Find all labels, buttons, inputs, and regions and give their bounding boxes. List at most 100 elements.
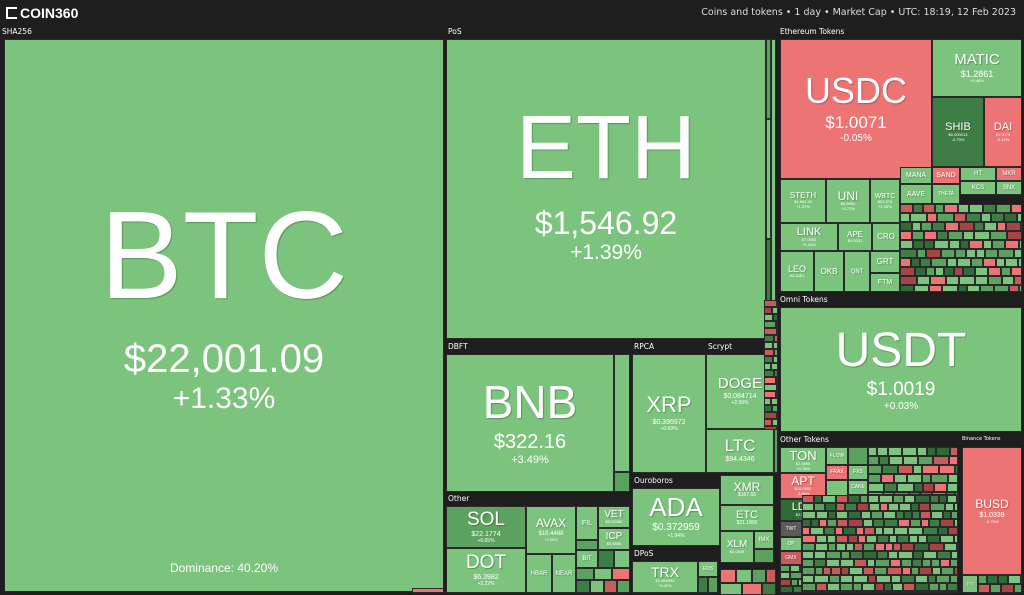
coin-tile-tiny[interactable] (863, 519, 873, 527)
coin-tile-tiny[interactable] (959, 276, 975, 285)
coin-tile-tiny[interactable] (858, 535, 866, 543)
coin-tile-tiny[interactable] (880, 503, 888, 511)
coin-tile-tiny[interactable] (945, 222, 959, 231)
coin-tile-tiny[interactable] (841, 567, 849, 575)
coin-tile-tiny[interactable] (899, 503, 911, 511)
coin-tile-tiny[interactable] (855, 591, 870, 593)
coin-tile-small[interactable] (742, 583, 762, 595)
coin-tile-tiny[interactable] (868, 483, 884, 492)
coin-tile-tiny[interactable] (802, 503, 814, 511)
coin-tile-tiny[interactable] (941, 567, 954, 575)
coin-tile-tiny[interactable] (983, 258, 996, 267)
coin-tile-tiny[interactable] (835, 527, 843, 535)
coin-tile-tiny[interactable] (929, 519, 940, 527)
coin-tile-tiny[interactable] (823, 567, 831, 575)
coin-tile-ht[interactable]: HT (960, 167, 996, 181)
coin-tile-tiny[interactable] (1014, 276, 1022, 285)
coin-tile-tiny[interactable] (955, 465, 958, 474)
coin-tile-tiny[interactable] (764, 398, 771, 405)
coin-tile-tiny[interactable] (944, 204, 958, 213)
coin-tile-tiny[interactable] (981, 213, 991, 222)
coin-tile-tiny[interactable] (774, 335, 778, 342)
coin-tile-small[interactable] (614, 550, 630, 568)
coin-tile-matic[interactable]: MATIC $1.2861 +5.48% (932, 39, 1022, 97)
coin-tile-tiny[interactable] (958, 285, 967, 292)
coin-tile-tiny[interactable] (947, 583, 958, 591)
coin-tile-tiny[interactable] (814, 575, 829, 583)
coin-tile-tiny[interactable] (764, 335, 774, 342)
coin-tile-tiny[interactable] (771, 363, 778, 370)
coin-tile-tiny[interactable] (947, 495, 957, 503)
coin-tile-tiny[interactable] (900, 267, 915, 276)
coin-tile-tiny[interactable] (904, 511, 912, 519)
coin-tile-tiny[interactable] (897, 483, 914, 492)
coin-tile-dai[interactable]: DAI $1.0075 -0.12% (984, 97, 1022, 167)
coin-tile-tiny[interactable] (903, 583, 915, 591)
coin-tile-tiny[interactable] (883, 527, 894, 535)
coin-tile-tiny[interactable] (867, 559, 875, 567)
coin-tile-tiny[interactable] (764, 412, 777, 419)
coin-tile-tiny[interactable] (900, 231, 912, 240)
coin-tile-tiny[interactable] (937, 213, 954, 222)
coin-tile-tiny[interactable] (974, 222, 984, 231)
coin-tile-avax[interactable]: AVAX $18.4488 +3.05% (526, 506, 576, 554)
coin-tile-tiny[interactable] (836, 543, 846, 551)
coin-tile-tiny[interactable] (901, 575, 915, 583)
coin-tile-tiny[interactable] (959, 222, 974, 231)
coin-tile-tiny[interactable] (897, 535, 909, 543)
coin-tile-tiny[interactable] (816, 535, 827, 543)
coin-tile-sol[interactable]: SOL $22.1774 +6.65% (446, 506, 526, 548)
coin-tile-tiny[interactable] (889, 456, 903, 465)
coin-tile-tiny[interactable] (831, 567, 841, 575)
coin-tile-tiny[interactable] (883, 511, 896, 519)
coin-tile-tiny[interactable] (773, 342, 778, 349)
coin-tile-tiny[interactable] (772, 405, 778, 412)
coin-tile-tiny[interactable] (902, 447, 917, 456)
coin-tile-tiny[interactable] (915, 495, 930, 503)
coin-tile-tiny[interactable] (774, 370, 778, 377)
coin-tile-tiny[interactable] (940, 535, 954, 543)
coin-tile-tiny[interactable] (947, 258, 957, 267)
coin-tile-link[interactable]: LINK $7.0902 +2.44% (780, 223, 838, 251)
coin-tile-tiny[interactable] (904, 495, 915, 503)
coin-tile-busd[interactable]: BUSD $1.0339 -0.79% (962, 447, 1022, 575)
coin-tile-tiny[interactable] (922, 474, 931, 483)
coin-tile-tiny[interactable] (846, 591, 855, 593)
coin-tile-tiny[interactable] (802, 583, 816, 591)
coin-tile-tiny[interactable] (879, 456, 889, 465)
coin-tile-tiny[interactable] (919, 503, 930, 511)
coin-tile-tiny[interactable] (891, 575, 901, 583)
coin-tile-tiny[interactable] (764, 426, 777, 430)
coin-tile-small[interactable] (754, 549, 774, 563)
coin-tile-imx[interactable]: IMX (754, 531, 774, 549)
coin-tile-tiny[interactable] (868, 495, 879, 503)
coin-tile-tiny[interactable] (873, 519, 884, 527)
coin-tile-tiny[interactable] (802, 543, 815, 551)
coin-tile-tiny[interactable] (864, 527, 875, 535)
coin-tile-tiny[interactable] (992, 240, 1005, 249)
coin-tile-small[interactable] (752, 569, 766, 583)
coin-tile-tiny[interactable] (848, 511, 861, 519)
coin-tile-tiny[interactable] (826, 551, 841, 559)
coin-tile-tiny[interactable] (1001, 584, 1014, 593)
coin-tile-tiny[interactable] (913, 204, 923, 213)
coin-tile-tiny[interactable] (840, 559, 854, 567)
coin-tile-tiny[interactable] (776, 391, 778, 398)
coin-tile-tiny[interactable] (920, 492, 932, 495)
coin-tile-small[interactable] (708, 577, 718, 593)
coin-tile-tiny[interactable] (764, 328, 777, 335)
coin-tile-tiny[interactable] (1021, 222, 1023, 231)
coin-tile-tiny[interactable] (836, 535, 848, 543)
coin-tile-tiny[interactable] (868, 465, 882, 474)
coin-tile-tiny[interactable] (935, 267, 944, 276)
coin-tile-gmx[interactable]: GMX (780, 551, 802, 565)
coin-tile-tiny[interactable] (935, 204, 944, 213)
coin-tile-tiny[interactable] (888, 447, 902, 456)
coin-tile-tiny[interactable] (929, 285, 942, 292)
coin-tile-tiny[interactable] (810, 527, 824, 535)
coin-tile-tiny[interactable] (780, 572, 790, 579)
coin-tile-small[interactable] (736, 569, 752, 583)
coin-tile-tiny[interactable] (1014, 584, 1022, 593)
coin-tile-tiny[interactable] (988, 267, 1001, 276)
coin-tile-tiny[interactable] (978, 575, 987, 584)
